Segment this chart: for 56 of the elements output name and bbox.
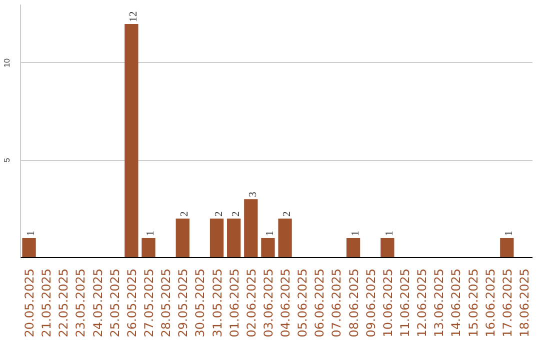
x-tick-label: 20.05.2025	[22, 268, 37, 338]
x-tick-label: 15.06.2025	[466, 268, 480, 338]
x-tick-label: 22.05.2025	[56, 268, 71, 338]
x-tick-label: 01.06.2025	[227, 268, 242, 338]
x-tick-label: 10.06.2025	[380, 268, 395, 338]
data-label: 1	[350, 230, 362, 236]
bar	[176, 218, 190, 258]
x-tick-label: 14.06.2025	[449, 268, 464, 338]
x-tick-label: 07.06.2025	[330, 268, 344, 338]
y-tick-label: 10	[2, 58, 12, 68]
bar	[210, 218, 224, 258]
x-tick-label: 18.06.2025	[517, 268, 532, 338]
x-tick-label: 23.05.2025	[74, 268, 88, 338]
data-label: 2	[230, 211, 242, 217]
x-tick-label: 17.06.2025	[500, 268, 514, 338]
x-tick-label: 05.06.2025	[296, 268, 310, 338]
x-tick-label: 09.06.2025	[364, 268, 378, 338]
bar	[278, 218, 292, 258]
bar	[346, 238, 360, 258]
bar	[22, 238, 36, 258]
data-label: 1	[26, 230, 38, 236]
y-tick-label: 5	[2, 157, 12, 162]
bar	[227, 218, 241, 258]
data-label: 1	[146, 230, 156, 236]
x-tick-label: 13.06.2025	[432, 268, 446, 338]
bar	[142, 238, 156, 258]
data-label: 2	[214, 211, 225, 217]
x-tick-label: 08.06.2025	[346, 268, 361, 338]
bar	[124, 24, 138, 258]
bar	[500, 238, 514, 258]
x-tick-label: 02.06.2025	[244, 268, 258, 338]
data-label: 2	[282, 211, 294, 217]
x-tick-label: 31.05.2025	[210, 268, 224, 338]
x-tick-label: 11.06.2025	[398, 268, 412, 338]
x-tick-label: 16.06.2025	[483, 268, 498, 338]
x-tick-label: 25.05.2025	[108, 268, 122, 338]
x-tick-label: 12.06.2025	[415, 268, 430, 338]
x-tick-label: 30.05.2025	[193, 268, 208, 338]
x-tick-label: 24.05.2025	[90, 268, 105, 338]
bar	[380, 238, 394, 258]
x-tick-label: 27.05.2025	[142, 268, 156, 338]
x-tick-label: 26.05.2025	[124, 268, 139, 338]
x-tick-label: 06.06.2025	[312, 268, 327, 338]
x-tick-label: 28.05.2025	[159, 268, 174, 338]
data-label: 3	[248, 192, 259, 198]
data-label: 1	[384, 230, 396, 236]
data-label: 12	[128, 11, 140, 22]
x-tick-label: 04.06.2025	[278, 268, 293, 338]
data-label: 1	[504, 230, 515, 236]
x-tick-label: 03.06.2025	[261, 268, 276, 338]
x-tick-label: 21.05.2025	[40, 268, 54, 338]
bar	[244, 199, 258, 258]
data-label: 2	[180, 211, 191, 217]
x-tick-label: 29.05.2025	[176, 268, 190, 338]
data-label: 1	[264, 230, 276, 236]
bar	[261, 238, 275, 258]
